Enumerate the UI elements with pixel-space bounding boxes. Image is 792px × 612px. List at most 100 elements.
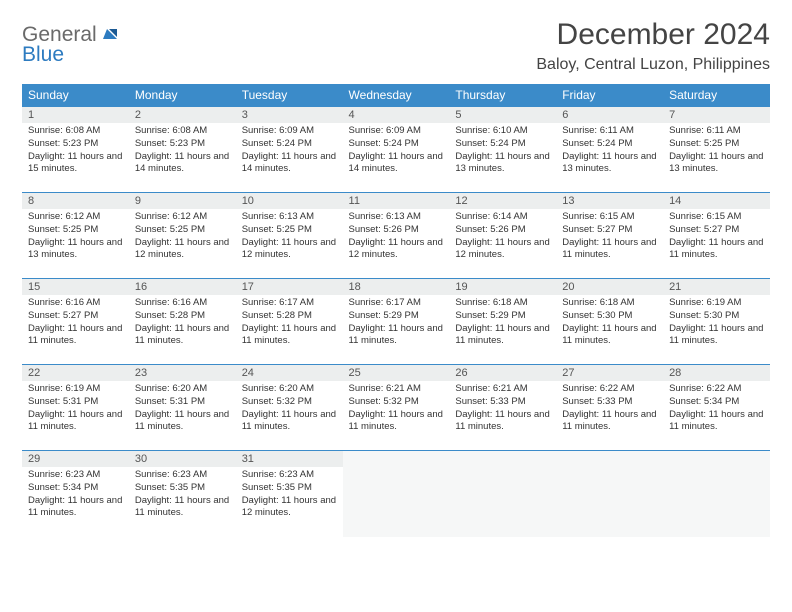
day-number: 19	[449, 279, 556, 295]
weekday-header: Saturday	[663, 84, 770, 107]
day-info: Sunrise: 6:19 AMSunset: 5:31 PMDaylight:…	[22, 381, 129, 438]
calendar-cell: 3Sunrise: 6:09 AMSunset: 5:24 PMDaylight…	[236, 107, 343, 193]
month-title: December 2024	[536, 18, 770, 52]
weekday-header: Friday	[556, 84, 663, 107]
calendar-cell: 14Sunrise: 6:15 AMSunset: 5:27 PMDayligh…	[663, 193, 770, 279]
calendar-cell: 7Sunrise: 6:11 AMSunset: 5:25 PMDaylight…	[663, 107, 770, 193]
day-info: Sunrise: 6:23 AMSunset: 5:35 PMDaylight:…	[236, 467, 343, 524]
calendar-cell: 12Sunrise: 6:14 AMSunset: 5:26 PMDayligh…	[449, 193, 556, 279]
day-number: 22	[22, 365, 129, 381]
day-info: Sunrise: 6:13 AMSunset: 5:25 PMDaylight:…	[236, 209, 343, 266]
calendar-cell: 4Sunrise: 6:09 AMSunset: 5:24 PMDaylight…	[343, 107, 450, 193]
day-info: Sunrise: 6:22 AMSunset: 5:33 PMDaylight:…	[556, 381, 663, 438]
calendar-cell	[556, 451, 663, 537]
day-info: Sunrise: 6:18 AMSunset: 5:29 PMDaylight:…	[449, 295, 556, 352]
calendar-cell: 26Sunrise: 6:21 AMSunset: 5:33 PMDayligh…	[449, 365, 556, 451]
calendar-row: 8Sunrise: 6:12 AMSunset: 5:25 PMDaylight…	[22, 193, 770, 279]
title-block: December 2024 Baloy, Central Luzon, Phil…	[536, 18, 770, 74]
weekday-header: Sunday	[22, 84, 129, 107]
day-info: Sunrise: 6:11 AMSunset: 5:24 PMDaylight:…	[556, 123, 663, 180]
weekday-header: Thursday	[449, 84, 556, 107]
day-info: Sunrise: 6:23 AMSunset: 5:34 PMDaylight:…	[22, 467, 129, 524]
day-number: 29	[22, 451, 129, 467]
calendar-cell: 15Sunrise: 6:16 AMSunset: 5:27 PMDayligh…	[22, 279, 129, 365]
day-number: 14	[663, 193, 770, 209]
calendar-cell: 19Sunrise: 6:18 AMSunset: 5:29 PMDayligh…	[449, 279, 556, 365]
calendar-cell: 27Sunrise: 6:22 AMSunset: 5:33 PMDayligh…	[556, 365, 663, 451]
calendar-table: Sunday Monday Tuesday Wednesday Thursday…	[22, 84, 770, 537]
day-number: 7	[663, 107, 770, 123]
calendar-cell: 9Sunrise: 6:12 AMSunset: 5:25 PMDaylight…	[129, 193, 236, 279]
day-info: Sunrise: 6:15 AMSunset: 5:27 PMDaylight:…	[556, 209, 663, 266]
day-info: Sunrise: 6:11 AMSunset: 5:25 PMDaylight:…	[663, 123, 770, 180]
day-number: 23	[129, 365, 236, 381]
day-number: 16	[129, 279, 236, 295]
day-number: 27	[556, 365, 663, 381]
day-number: 20	[556, 279, 663, 295]
day-info: Sunrise: 6:08 AMSunset: 5:23 PMDaylight:…	[22, 123, 129, 180]
location: Baloy, Central Luzon, Philippines	[536, 56, 770, 74]
day-number: 10	[236, 193, 343, 209]
brand-logo: General Blue	[22, 18, 125, 65]
brand-part2: Blue	[22, 44, 125, 65]
day-number: 4	[343, 107, 450, 123]
weekday-header-row: Sunday Monday Tuesday Wednesday Thursday…	[22, 84, 770, 107]
day-info: Sunrise: 6:08 AMSunset: 5:23 PMDaylight:…	[129, 123, 236, 180]
day-info: Sunrise: 6:14 AMSunset: 5:26 PMDaylight:…	[449, 209, 556, 266]
day-info: Sunrise: 6:22 AMSunset: 5:34 PMDaylight:…	[663, 381, 770, 438]
calendar-cell: 6Sunrise: 6:11 AMSunset: 5:24 PMDaylight…	[556, 107, 663, 193]
calendar-cell: 30Sunrise: 6:23 AMSunset: 5:35 PMDayligh…	[129, 451, 236, 537]
calendar-cell: 11Sunrise: 6:13 AMSunset: 5:26 PMDayligh…	[343, 193, 450, 279]
day-number: 15	[22, 279, 129, 295]
calendar-cell: 18Sunrise: 6:17 AMSunset: 5:29 PMDayligh…	[343, 279, 450, 365]
day-info: Sunrise: 6:13 AMSunset: 5:26 PMDaylight:…	[343, 209, 450, 266]
weekday-header: Monday	[129, 84, 236, 107]
day-info: Sunrise: 6:15 AMSunset: 5:27 PMDaylight:…	[663, 209, 770, 266]
day-info: Sunrise: 6:23 AMSunset: 5:35 PMDaylight:…	[129, 467, 236, 524]
calendar-cell: 29Sunrise: 6:23 AMSunset: 5:34 PMDayligh…	[22, 451, 129, 537]
day-number: 11	[343, 193, 450, 209]
calendar-cell: 31Sunrise: 6:23 AMSunset: 5:35 PMDayligh…	[236, 451, 343, 537]
calendar-cell: 23Sunrise: 6:20 AMSunset: 5:31 PMDayligh…	[129, 365, 236, 451]
day-info: Sunrise: 6:19 AMSunset: 5:30 PMDaylight:…	[663, 295, 770, 352]
calendar-cell: 25Sunrise: 6:21 AMSunset: 5:32 PMDayligh…	[343, 365, 450, 451]
calendar-row: 15Sunrise: 6:16 AMSunset: 5:27 PMDayligh…	[22, 279, 770, 365]
day-info: Sunrise: 6:16 AMSunset: 5:28 PMDaylight:…	[129, 295, 236, 352]
calendar-cell: 1Sunrise: 6:08 AMSunset: 5:23 PMDaylight…	[22, 107, 129, 193]
calendar-cell: 21Sunrise: 6:19 AMSunset: 5:30 PMDayligh…	[663, 279, 770, 365]
calendar-cell: 22Sunrise: 6:19 AMSunset: 5:31 PMDayligh…	[22, 365, 129, 451]
calendar-row: 29Sunrise: 6:23 AMSunset: 5:34 PMDayligh…	[22, 451, 770, 537]
header: General Blue December 2024 Baloy, Centra…	[22, 18, 770, 74]
day-info: Sunrise: 6:21 AMSunset: 5:33 PMDaylight:…	[449, 381, 556, 438]
calendar-cell: 5Sunrise: 6:10 AMSunset: 5:24 PMDaylight…	[449, 107, 556, 193]
calendar-cell	[663, 451, 770, 537]
calendar-row: 22Sunrise: 6:19 AMSunset: 5:31 PMDayligh…	[22, 365, 770, 451]
day-number: 8	[22, 193, 129, 209]
day-number: 21	[663, 279, 770, 295]
day-number: 6	[556, 107, 663, 123]
day-info: Sunrise: 6:17 AMSunset: 5:28 PMDaylight:…	[236, 295, 343, 352]
day-info: Sunrise: 6:16 AMSunset: 5:27 PMDaylight:…	[22, 295, 129, 352]
day-info: Sunrise: 6:09 AMSunset: 5:24 PMDaylight:…	[236, 123, 343, 180]
day-number: 12	[449, 193, 556, 209]
day-info: Sunrise: 6:20 AMSunset: 5:31 PMDaylight:…	[129, 381, 236, 438]
day-info: Sunrise: 6:18 AMSunset: 5:30 PMDaylight:…	[556, 295, 663, 352]
calendar-cell	[343, 451, 450, 537]
day-info: Sunrise: 6:10 AMSunset: 5:24 PMDaylight:…	[449, 123, 556, 180]
calendar-cell: 28Sunrise: 6:22 AMSunset: 5:34 PMDayligh…	[663, 365, 770, 451]
weekday-header: Tuesday	[236, 84, 343, 107]
calendar-cell: 10Sunrise: 6:13 AMSunset: 5:25 PMDayligh…	[236, 193, 343, 279]
calendar-cell: 8Sunrise: 6:12 AMSunset: 5:25 PMDaylight…	[22, 193, 129, 279]
day-info: Sunrise: 6:12 AMSunset: 5:25 PMDaylight:…	[129, 209, 236, 266]
day-info: Sunrise: 6:09 AMSunset: 5:24 PMDaylight:…	[343, 123, 450, 180]
day-number: 3	[236, 107, 343, 123]
day-number: 17	[236, 279, 343, 295]
calendar-cell: 13Sunrise: 6:15 AMSunset: 5:27 PMDayligh…	[556, 193, 663, 279]
day-number: 18	[343, 279, 450, 295]
day-number: 25	[343, 365, 450, 381]
day-number: 26	[449, 365, 556, 381]
day-number: 30	[129, 451, 236, 467]
calendar-cell: 20Sunrise: 6:18 AMSunset: 5:30 PMDayligh…	[556, 279, 663, 365]
day-info: Sunrise: 6:20 AMSunset: 5:32 PMDaylight:…	[236, 381, 343, 438]
day-info: Sunrise: 6:17 AMSunset: 5:29 PMDaylight:…	[343, 295, 450, 352]
